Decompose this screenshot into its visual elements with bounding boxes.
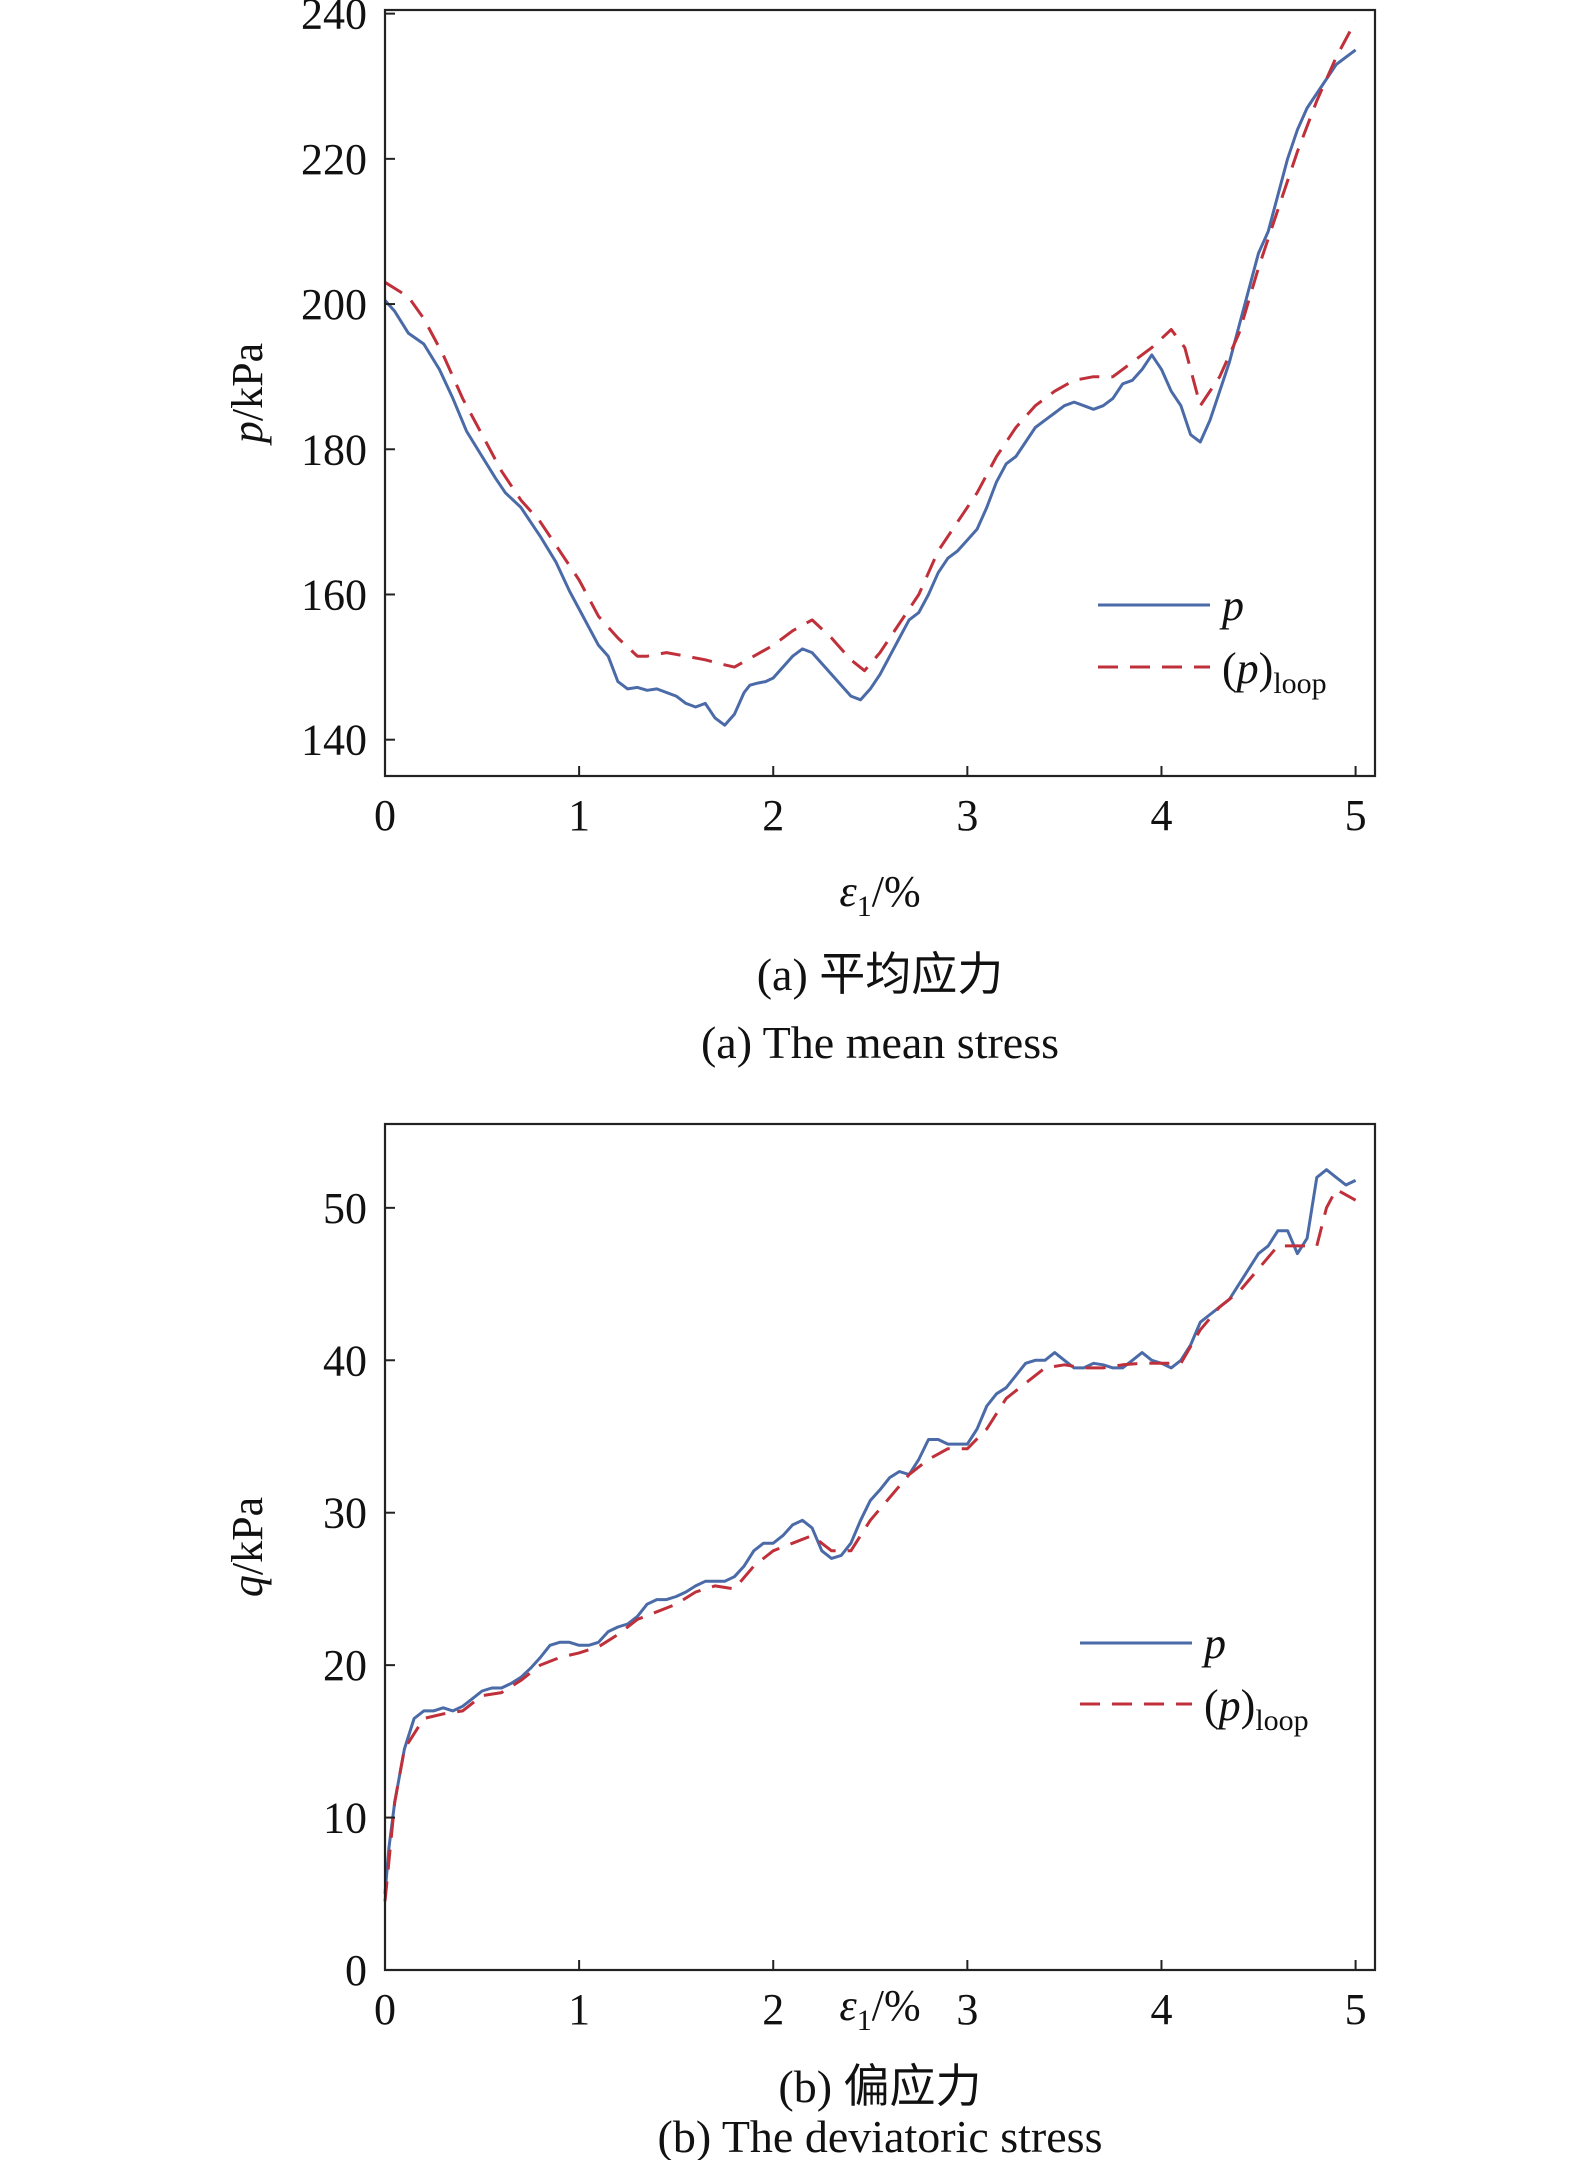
caption-en: (b) The deviatoric stress xyxy=(658,2111,1103,2160)
y-tick-label: 40 xyxy=(323,1336,367,1385)
x-tick-label: 3 xyxy=(956,791,978,840)
y-tick-label: 200 xyxy=(301,280,367,329)
series-line-ploop xyxy=(383,1188,1357,1902)
series-layer xyxy=(383,1168,1357,1902)
plot-frame xyxy=(383,8,1377,778)
y-tick-label: 20 xyxy=(323,1641,367,1690)
x-axis: 0 1 2 3 4 5 xyxy=(374,1960,1367,2034)
y-tick-label: 0 xyxy=(345,1946,367,1995)
x-tick-label: 2 xyxy=(762,791,784,840)
y-tick-label: 30 xyxy=(323,1489,367,1538)
x-tick-label: 1 xyxy=(568,1985,590,2034)
x-tick-label: 4 xyxy=(1150,791,1172,840)
series-layer xyxy=(383,20,1357,727)
caption-en: (a) The mean stress xyxy=(701,1017,1059,1068)
legend-label-ploop: (p)loop xyxy=(1222,644,1327,700)
y-tick-label: 10 xyxy=(323,1794,367,1843)
y-axis-title: p/kPa xyxy=(223,343,272,446)
y-axis: 140 160 180 200 220 240 xyxy=(301,0,395,765)
caption-cn: (b) 偏应力 xyxy=(778,2061,981,2112)
x-axis-title: ε1/% xyxy=(839,1981,920,2037)
legend: p (p)loop xyxy=(1080,1619,1309,1737)
x-axis: 0 1 2 3 4 5 xyxy=(374,766,1367,840)
y-tick-label: 50 xyxy=(323,1184,367,1233)
caption-cn: (a) 平均应力 xyxy=(757,949,1004,1000)
legend-label-p: p xyxy=(1219,581,1244,630)
x-tick-label: 5 xyxy=(1345,791,1367,840)
legend: p (p)loop xyxy=(1098,581,1327,700)
legend-label-p: p xyxy=(1201,1619,1226,1668)
x-tick-label: 1 xyxy=(568,791,590,840)
y-axis-title: q/kPa xyxy=(223,1497,272,1597)
legend-label-ploop: (p)loop xyxy=(1204,1681,1309,1737)
x-tick-label: 4 xyxy=(1150,1985,1172,2034)
series-line-p xyxy=(383,48,1357,727)
x-tick-label: 2 xyxy=(762,1985,784,2034)
series-line-ploop xyxy=(384,20,1357,673)
plot-frame xyxy=(383,1122,1377,1972)
chart-panel-mean-stress: 0 1 2 3 4 5 140 160 180 200 220 240 p/kPa ε1/% p (… xyxy=(223,0,1377,1068)
y-tick-label: 180 xyxy=(301,425,367,474)
y-tick-label: 160 xyxy=(301,570,367,619)
x-tick-label: 0 xyxy=(374,791,396,840)
x-tick-label: 0 xyxy=(374,1985,396,2034)
y-tick-label: 140 xyxy=(301,716,367,765)
y-tick-label: 220 xyxy=(301,135,367,184)
y-tick-label: 240 xyxy=(301,0,367,39)
x-axis-title: ε1/% xyxy=(839,867,920,923)
x-tick-label: 5 xyxy=(1345,1985,1367,2034)
x-tick-label: 3 xyxy=(956,1985,978,2034)
y-axis: 0 10 20 30 40 50 xyxy=(323,1184,395,1995)
series-line-p xyxy=(383,1168,1357,1894)
